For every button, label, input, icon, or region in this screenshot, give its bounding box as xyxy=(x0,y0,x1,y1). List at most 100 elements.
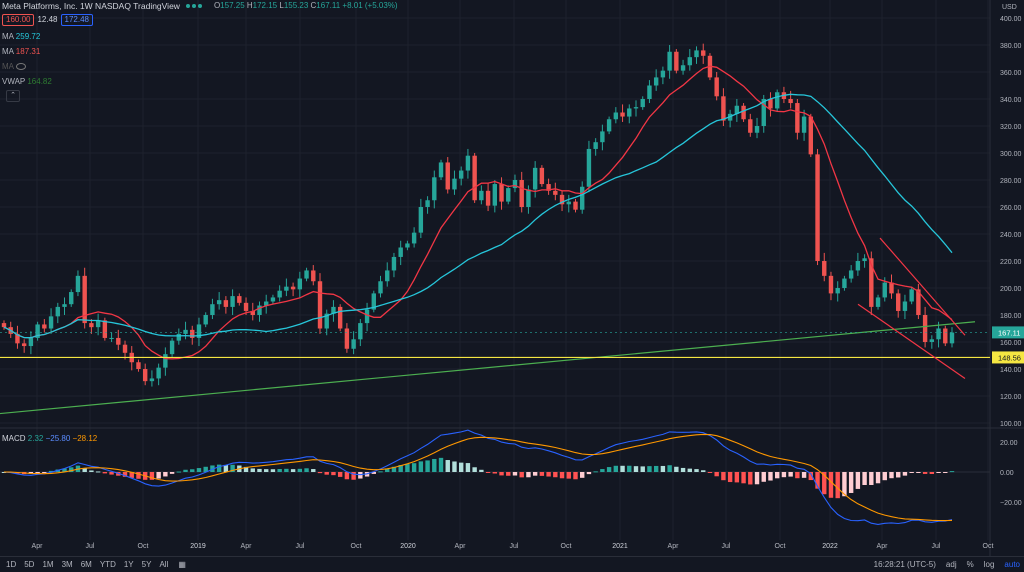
range-ytd-button[interactable]: YTD xyxy=(99,560,116,569)
candle-body xyxy=(613,112,619,120)
candle-body xyxy=(922,315,928,342)
candle-body xyxy=(452,178,457,190)
ohlc-values: O157.25 H172.15 L155.23 C167.11 +8.01 (+… xyxy=(213,1,398,10)
candle-body xyxy=(929,339,935,342)
candle-body xyxy=(405,243,410,248)
macd-histogram-bar xyxy=(479,469,484,472)
spread-value: 12.48 xyxy=(37,15,58,24)
time-tick-label: 2021 xyxy=(612,543,628,550)
macd-histogram-bar xyxy=(774,472,780,479)
range-5y-button[interactable]: 5Y xyxy=(141,560,152,569)
macd-histogram-bar xyxy=(136,472,141,479)
candle-body xyxy=(875,297,881,307)
grid-lines xyxy=(0,0,990,540)
range-1d-button[interactable]: 1D xyxy=(6,560,17,569)
macd-histogram-bar xyxy=(653,465,659,472)
candle-body xyxy=(223,300,229,307)
indicator-ma-hidden[interactable]: MA xyxy=(2,62,26,72)
candle-body xyxy=(210,304,215,315)
macd-histogram-bar xyxy=(835,472,840,499)
macd-histogram-bar xyxy=(593,471,598,473)
time-tick-label: Oct xyxy=(351,543,362,550)
macd-histogram-bar xyxy=(727,472,733,483)
candles xyxy=(1,43,955,387)
indicator-vwap[interactable]: VWAP 164.82 xyxy=(2,77,52,86)
candle-body xyxy=(277,290,282,298)
macd-histogram-bar xyxy=(694,469,699,472)
price-chart[interactable]: USD 400.00 380.00 360.00 340.00 320.00 300.00 2… xyxy=(0,0,1024,556)
collapse-legend-icon[interactable]: ⌃ xyxy=(6,90,20,102)
macd-histogram-bar xyxy=(559,472,565,479)
eye-hidden-icon[interactable] xyxy=(15,63,26,70)
adj-toggle[interactable]: adj xyxy=(945,560,957,569)
candle-body xyxy=(855,261,861,271)
log-toggle[interactable]: log xyxy=(983,560,995,569)
macd-histogram-bar xyxy=(795,472,800,479)
candle-body xyxy=(69,292,74,305)
buy-button[interactable]: 172.48 xyxy=(60,14,93,26)
candle-body xyxy=(546,184,551,191)
symbol-title[interactable]: Meta Platforms, Inc. 1W NASDAQ TradingVi… xyxy=(2,1,180,11)
percent-toggle[interactable]: % xyxy=(966,560,974,569)
candle-body xyxy=(653,77,659,86)
range-5d-button[interactable]: 5D xyxy=(24,560,35,569)
range-1m-button[interactable]: 1M xyxy=(42,560,54,569)
support-price-badge xyxy=(992,351,1024,364)
macd-histogram-bar xyxy=(378,471,383,473)
macd-histogram-bar xyxy=(257,468,262,472)
candle-body xyxy=(768,99,773,109)
goto-date-icon[interactable]: ▦ xyxy=(178,560,186,569)
macd-histogram-bar xyxy=(452,461,457,472)
candle-body xyxy=(48,316,54,329)
sell-button[interactable]: 160.00 xyxy=(2,14,35,26)
time-axis: Apr Jul Oct 2019 Apr Jul Oct 2020 Apr Jul Oct 2021 A… xyxy=(32,543,994,550)
macd-histogram-bar xyxy=(701,470,706,472)
macd-histogram-bar xyxy=(573,472,578,480)
macd-histogram-bar xyxy=(916,472,921,473)
macd-histogram-bar xyxy=(600,469,605,472)
macd-histogram-bar xyxy=(875,472,881,484)
range-all-button[interactable]: All xyxy=(159,560,169,569)
candle-body xyxy=(862,258,867,261)
candle-body xyxy=(734,105,740,114)
macd-histogram-bar xyxy=(169,472,175,474)
macd-histogram-bar xyxy=(465,463,471,472)
candle-body xyxy=(761,99,766,126)
candle-body xyxy=(815,154,820,261)
buy-sell-box: 160.00 12.48 172.48 xyxy=(2,14,93,26)
candle-body xyxy=(842,278,847,288)
macd-histogram-bar xyxy=(82,468,87,472)
candle-body xyxy=(304,270,309,279)
macd-histogram-bar xyxy=(949,471,955,473)
auto-scale-toggle[interactable]: auto xyxy=(1004,560,1020,569)
macd-histogram-bar xyxy=(190,469,195,472)
candle-body xyxy=(109,337,114,339)
macd-histogram-bar xyxy=(203,466,208,472)
long-trendline xyxy=(0,321,976,415)
macd-histogram-bar xyxy=(344,472,350,480)
macd-histogram-bar xyxy=(250,468,255,472)
indicator-ma-fast[interactable]: MA 187.31 xyxy=(2,47,41,56)
candle-body xyxy=(432,177,437,201)
macd-histogram-bar xyxy=(506,472,511,476)
range-6m-button[interactable]: 6M xyxy=(80,560,92,569)
macd-legend[interactable]: MACD 2.32 −25.80 −28.12 xyxy=(2,434,98,443)
candle-body xyxy=(512,180,518,189)
range-1y-button[interactable]: 1Y xyxy=(123,560,134,569)
clock-time[interactable]: 16:28:21 (UTC-5) xyxy=(873,560,936,569)
candle-body xyxy=(324,313,329,329)
macd-histogram-bar xyxy=(311,469,316,472)
macd-histogram-bar xyxy=(707,472,713,473)
candle-body xyxy=(801,116,807,133)
status-dots-icon xyxy=(185,3,208,9)
indicator-ma-slow[interactable]: MA 259.72 xyxy=(2,32,41,41)
candle-body xyxy=(21,343,27,347)
range-3m-button[interactable]: 3M xyxy=(61,560,73,569)
candle-body xyxy=(828,275,834,294)
candle-body xyxy=(593,142,598,149)
macd-histogram-bar xyxy=(848,472,854,493)
candle-body xyxy=(943,328,948,344)
macd-histogram-bar xyxy=(546,472,551,477)
candle-body xyxy=(257,305,262,315)
candle-body xyxy=(385,270,390,282)
